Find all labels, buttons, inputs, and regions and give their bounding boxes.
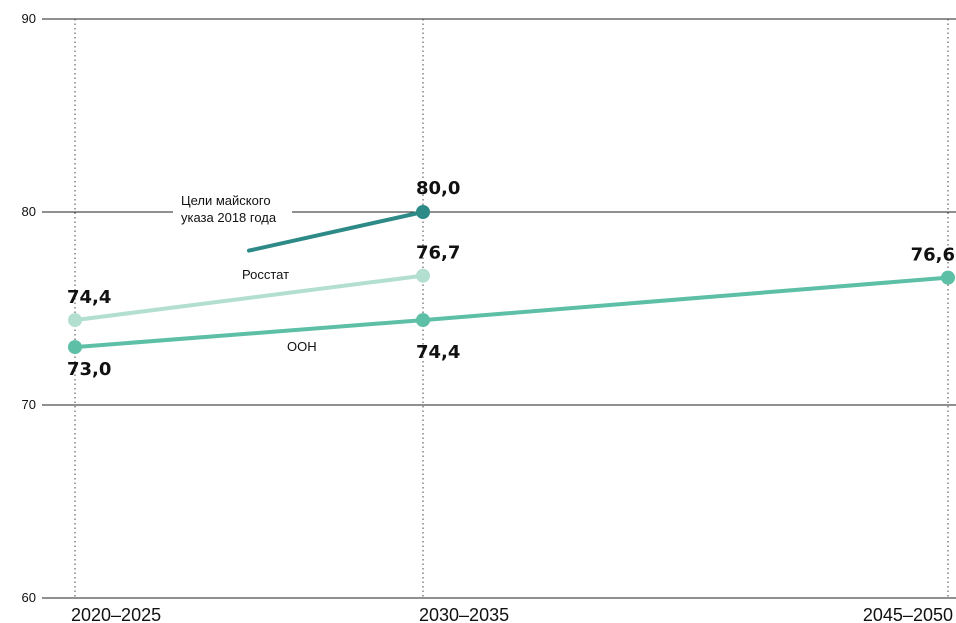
point-rosstat <box>68 313 82 328</box>
data-label-un: 76,6 <box>911 245 955 266</box>
series-label-target: Цели майского <box>181 193 271 208</box>
series-label-rosstat: Росстат <box>242 267 289 282</box>
x-tick-label: 2020–2025 <box>71 605 161 623</box>
x-tick-label: 2045–2050 <box>863 605 953 623</box>
data-label-un: 74,4 <box>416 342 460 363</box>
series-label-target: указа 2018 года <box>181 210 277 225</box>
point-un <box>68 340 82 355</box>
data-label-rosstat: 74,4 <box>67 287 111 308</box>
y-tick-label: 80 <box>22 204 36 219</box>
point-rosstat <box>416 268 430 283</box>
y-tick-label: 70 <box>22 397 36 412</box>
y-tick-label: 60 <box>22 590 36 605</box>
data-label-un: 73,0 <box>67 359 111 380</box>
x-tick-label: 2030–2035 <box>419 605 509 623</box>
data-label-target: 80,0 <box>416 178 460 199</box>
series-label-bg <box>173 191 292 228</box>
point-target <box>416 205 430 219</box>
data-label-rosstat: 76,7 <box>416 243 460 264</box>
point-un <box>416 313 430 328</box>
series-label-un: ООН <box>287 339 317 354</box>
series-line-rosstat <box>73 273 425 323</box>
point-un <box>941 270 955 285</box>
series-line-target <box>247 210 425 253</box>
series-line-un <box>73 275 950 350</box>
y-tick-label: 90 <box>22 11 36 26</box>
